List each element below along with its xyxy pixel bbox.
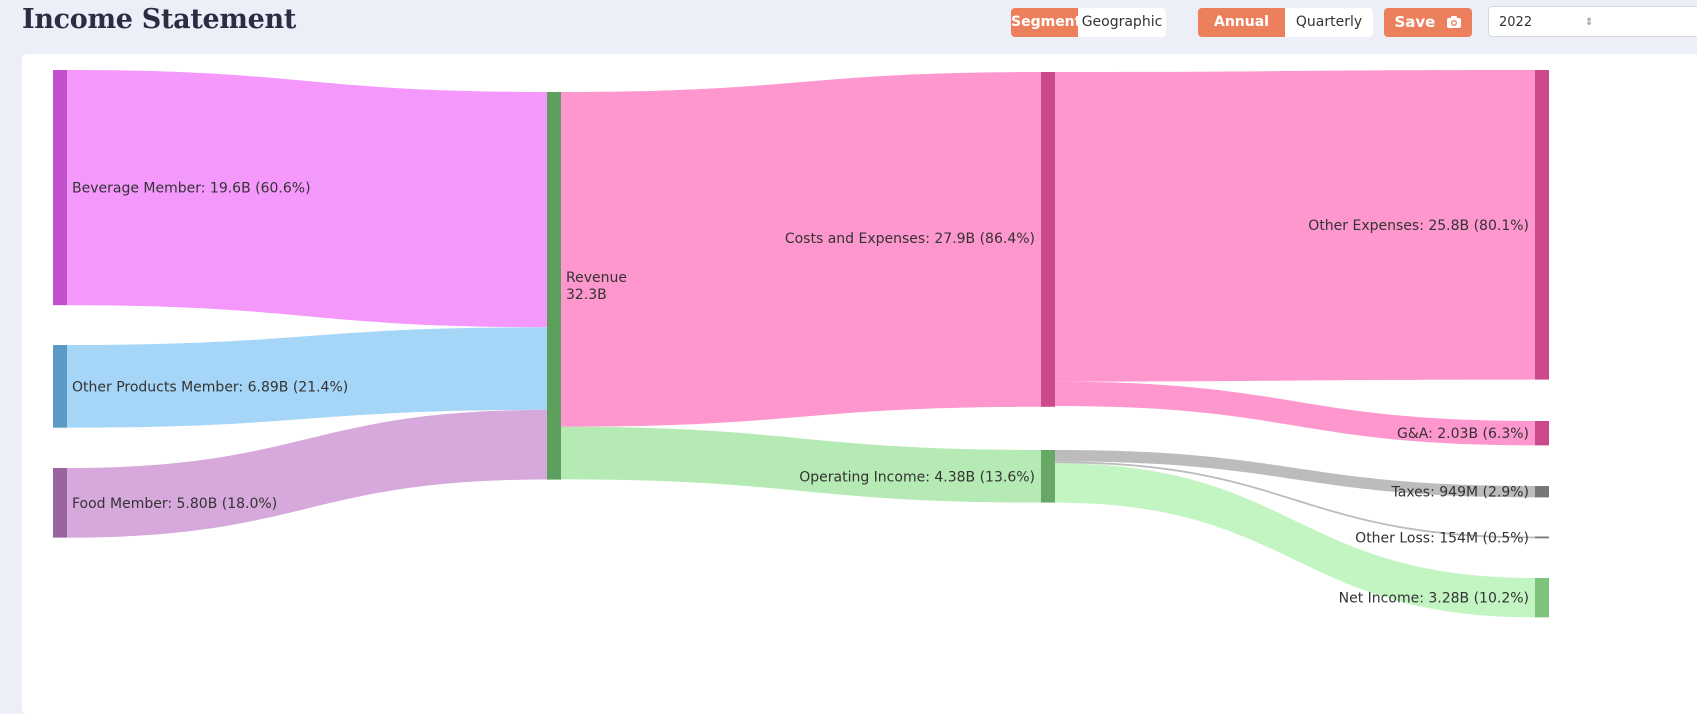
label-beverage: Beverage Member: 19.6B (60.6%) [72, 181, 311, 197]
label-net: Net Income: 3.28B (10.2%) [1339, 591, 1529, 607]
node-revenue[interactable] [547, 92, 561, 480]
node-other_products[interactable] [53, 345, 67, 428]
period-toggle: Annual Quarterly [1198, 8, 1373, 37]
link-revenue-to-operating [561, 426, 1041, 503]
link-operating-to-net [1055, 463, 1535, 618]
node-operating[interactable] [1041, 450, 1055, 503]
label-operating: Operating Income: 4.38B (13.6%) [799, 469, 1035, 485]
node-other_loss[interactable] [1535, 536, 1549, 539]
link-other_products-to-revenue [67, 327, 547, 428]
label-ga: G&A: 2.03B (6.3%) [1397, 426, 1529, 442]
label-food: Food Member: 5.80B (18.0%) [72, 496, 277, 512]
page-title: Income Statement [22, 4, 297, 35]
breakdown-toggle: Segment Geographic [1011, 8, 1166, 37]
label-other_loss: Other Loss: 154M (0.5%) [1355, 530, 1529, 546]
link-costs-to-ga [1055, 381, 1535, 446]
sankey-chart: Beverage Member: 19.6B (60.6%) Other Prod… [53, 70, 1549, 618]
link-operating-to-other_loss [1055, 461, 1535, 539]
node-beverage[interactable] [53, 70, 67, 306]
label-revenue: Revenue 32.3B [566, 270, 627, 303]
link-food-to-revenue [67, 409, 547, 538]
label-other_products: Other Products Member: 6.89B (21.4%) [72, 379, 348, 395]
label-other_expenses: Other Expenses: 25.8B (80.1%) [1308, 218, 1529, 234]
segment-option[interactable]: Segment [1011, 8, 1081, 37]
link-costs-to-other_expenses [1055, 70, 1535, 382]
camera-icon [1446, 10, 1462, 39]
year-select[interactable]: 2022 ⇕ [1488, 6, 1697, 37]
link-beverage-to-revenue [67, 70, 547, 328]
updown-chevron-icon: ⇕ [1585, 17, 1594, 28]
node-taxes[interactable] [1535, 486, 1549, 498]
node-ga[interactable] [1535, 421, 1549, 446]
save-button[interactable]: Save [1384, 8, 1472, 37]
quarterly-option[interactable]: Quarterly [1285, 8, 1373, 37]
save-label: Save [1394, 13, 1436, 31]
annual-option[interactable]: Annual [1198, 8, 1285, 37]
link-revenue-to-costs [561, 72, 1041, 427]
link-operating-to-taxes [1055, 450, 1535, 498]
geographic-option[interactable]: Geographic [1078, 8, 1166, 37]
node-costs[interactable] [1041, 72, 1055, 407]
node-net[interactable] [1535, 578, 1549, 618]
node-other_expenses[interactable] [1535, 70, 1549, 380]
label-costs: Costs and Expenses: 27.9B (86.4%) [785, 231, 1035, 247]
node-food[interactable] [53, 468, 67, 538]
label-taxes: Taxes: 949M (2.9%) [1391, 485, 1529, 501]
year-value: 2022 [1499, 15, 1533, 30]
